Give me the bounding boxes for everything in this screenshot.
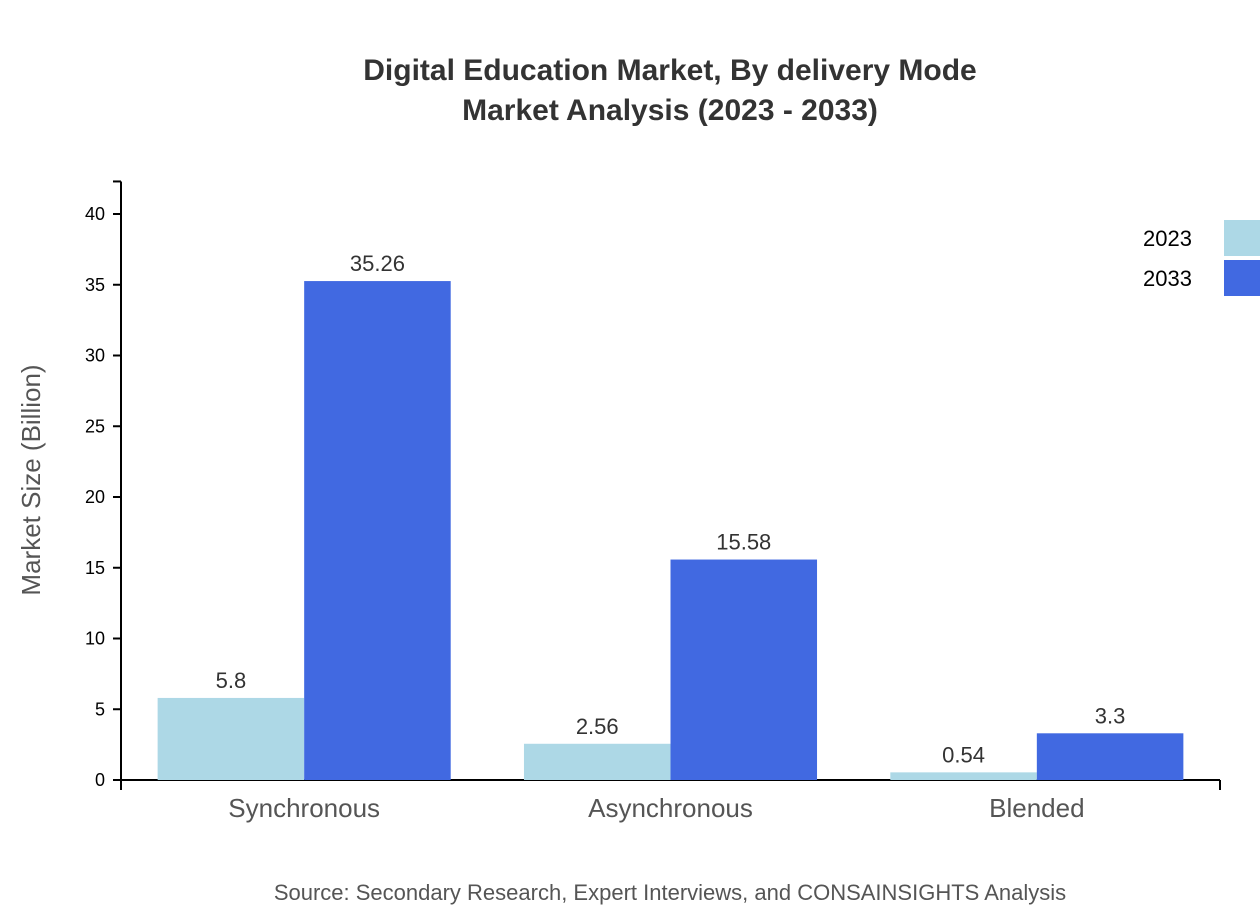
y-tick-label: 30 (85, 346, 105, 366)
legend-label-2023: 2023 (1143, 226, 1192, 251)
y-tick-label: 20 (85, 487, 105, 507)
x-tick-label: Asynchronous (588, 793, 753, 823)
bar-2023-asynchronous (523, 743, 671, 780)
legend-label-2033: 2033 (1143, 266, 1192, 291)
chart-title: Digital Education Market, By delivery Mo… (363, 54, 976, 87)
y-tick-label: 10 (85, 629, 105, 649)
bar-2033-synchronous (304, 281, 451, 780)
data-label: 15.58 (716, 530, 771, 555)
y-tick-label: 15 (85, 558, 105, 578)
bar-2023-blended (890, 772, 1037, 780)
chart-subtitle: Market Analysis (2023 - 2033) (462, 94, 878, 127)
y-axis-label: Market Size (Billion) (16, 364, 46, 595)
bar-2033-asynchronous (670, 559, 818, 780)
bar-2023-synchronous (157, 697, 305, 780)
y-tick-label: 0 (95, 770, 105, 790)
y-tick-label: 25 (85, 416, 105, 436)
data-label: 35.26 (350, 251, 405, 276)
y-tick-label: 40 (85, 204, 105, 224)
legend-swatch-2023 (1224, 220, 1260, 256)
y-tick-label: 5 (95, 699, 105, 719)
x-tick-label: Synchronous (228, 793, 380, 823)
data-label: 3.3 (1095, 703, 1126, 728)
data-label: 0.54 (942, 742, 985, 767)
legend-swatch-2033 (1224, 260, 1260, 296)
x-tick-label: Blended (989, 793, 1084, 823)
source-note: Source: Secondary Research, Expert Inter… (274, 880, 1066, 905)
y-tick-label: 35 (85, 275, 105, 295)
bar-2033-blended (1036, 733, 1184, 780)
data-label: 5.8 (216, 668, 247, 693)
data-label: 2.56 (576, 714, 619, 739)
